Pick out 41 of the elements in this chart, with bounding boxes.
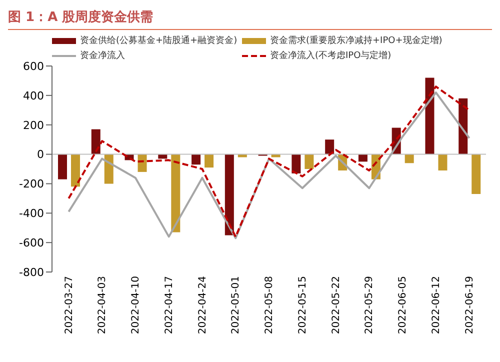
- x-tick-label: 2022-04-03: [97, 276, 108, 334]
- x-tick-label: 2022-05-29: [364, 276, 376, 334]
- legend-label: 资金供给(公募基金+陆股通+融资资金): [80, 34, 238, 47]
- legend-label: 资金需求(重要股东净减持+IPO+现金定增): [270, 34, 442, 47]
- x-tick-label: 2022-04-17: [164, 276, 175, 334]
- x-tick-label: 2022-04-10: [130, 276, 142, 334]
- bar: [58, 154, 67, 180]
- x-tick-label: 2022-05-15: [297, 276, 308, 334]
- x-tick-label: 2022-04-24: [197, 276, 208, 334]
- x-tick-label: 2022-03-27: [64, 276, 75, 334]
- bar: [425, 78, 434, 154]
- bar: [224, 154, 234, 236]
- bar: [91, 129, 100, 154]
- legend-label: 资金净流入: [80, 50, 125, 62]
- y-tick-label: 600: [23, 60, 44, 73]
- y-tick-label: -400: [19, 207, 44, 220]
- x-tick-label: 2022-05-08: [264, 276, 276, 334]
- x-tick-label: 2022-06-05: [398, 276, 409, 334]
- x-tick-label: 2022-06-12: [431, 276, 442, 334]
- bar: [325, 140, 334, 154]
- y-tick-label: 400: [23, 89, 44, 102]
- bar: [404, 154, 414, 164]
- bar: [171, 154, 180, 232]
- bar: [458, 98, 468, 154]
- x-tick-label: 2022-05-01: [230, 276, 242, 334]
- bar: [204, 154, 214, 168]
- chart-title: 图 1：A 股周度资金供需: [8, 8, 492, 30]
- y-tick-label: -800: [19, 266, 44, 279]
- legend-label: 资金净流入(不考虑IPO与定增): [270, 50, 392, 62]
- y-tick-label: 200: [23, 118, 44, 132]
- y-tick-label: 0: [37, 148, 44, 162]
- bar: [292, 154, 301, 174]
- bar: [71, 154, 80, 187]
- bar: [304, 154, 314, 169]
- x-tick-label: 2022-06-19: [464, 276, 476, 334]
- bar: [472, 154, 481, 194]
- bar: [438, 154, 448, 170]
- x-tick-label: 2022-05-22: [330, 276, 342, 334]
- y-tick-label: -200: [19, 178, 44, 191]
- y-tick-label: -600: [19, 236, 44, 250]
- bar: [192, 154, 201, 165]
